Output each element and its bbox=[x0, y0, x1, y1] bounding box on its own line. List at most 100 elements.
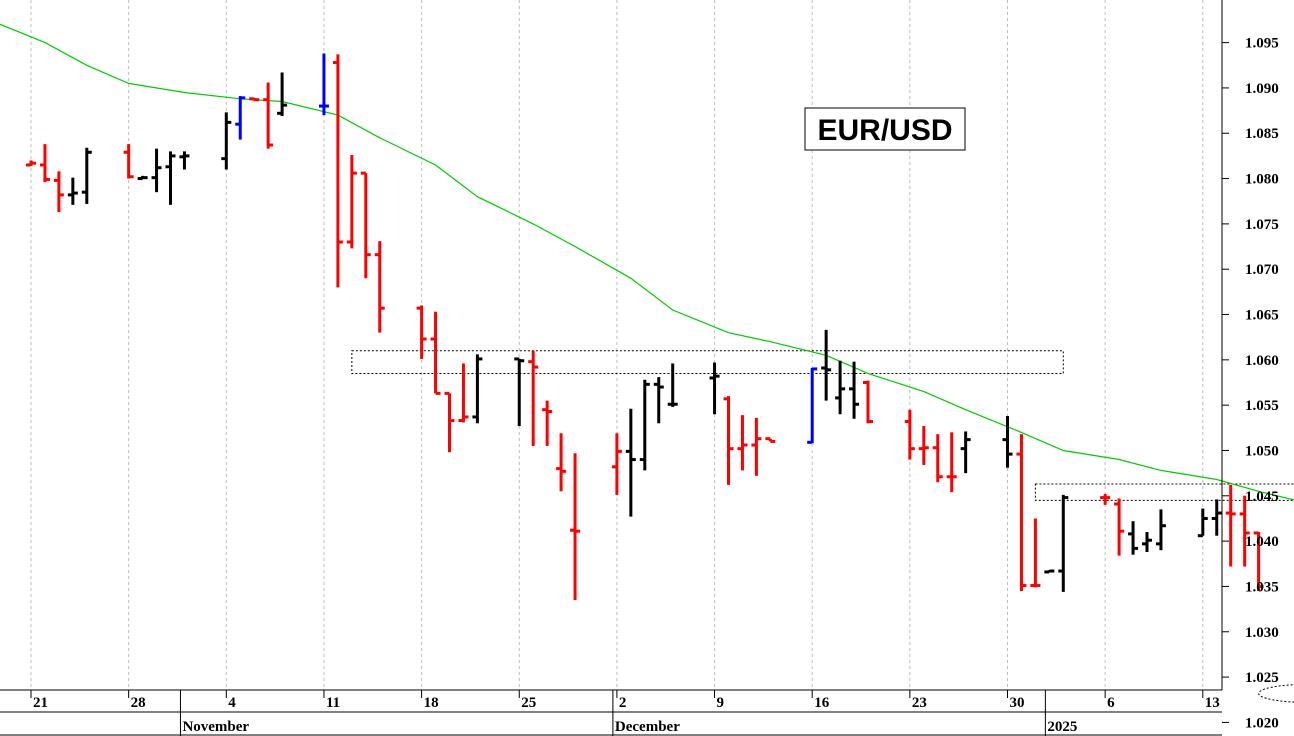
ohlc-bar bbox=[1114, 498, 1125, 556]
xtick-label: 13 bbox=[1205, 695, 1220, 711]
ohlc-bar bbox=[472, 354, 483, 424]
gridlines bbox=[30, 0, 1204, 690]
ohlc-bar bbox=[1128, 521, 1139, 555]
y-axis-ticks: 1.020 1.025 1.030 1.035 1.040 1.045 1.050 1.055… bbox=[1222, 36, 1279, 731]
xtick-label: 11 bbox=[326, 695, 340, 711]
xtick-label: 28 bbox=[131, 695, 146, 711]
axes bbox=[0, 0, 1223, 736]
ohlc-bars bbox=[26, 53, 1264, 601]
ohlc-bar bbox=[26, 160, 36, 167]
ohlc-bar bbox=[221, 112, 232, 170]
ohlc-bar bbox=[514, 357, 525, 427]
chart-title: EUR/USD bbox=[817, 114, 952, 147]
ohlc-bar bbox=[751, 417, 762, 476]
ytick-label: 1.070 bbox=[1245, 262, 1279, 278]
ohlc-bar bbox=[39, 144, 50, 183]
xtick-label: 2 bbox=[619, 695, 627, 711]
ohlc-bar bbox=[277, 72, 288, 117]
moving-average-line bbox=[0, 23, 1294, 501]
ohlc-bar bbox=[374, 241, 385, 333]
ohlc-bar bbox=[1016, 434, 1027, 591]
ohlc-bar bbox=[151, 148, 162, 193]
xtick-label: 9 bbox=[717, 695, 725, 711]
ohlc-bar bbox=[556, 433, 567, 492]
ytick-label: 1.095 bbox=[1245, 36, 1279, 52]
ohlc-bar bbox=[123, 144, 134, 179]
ohlc-bar bbox=[932, 434, 943, 483]
ytick-label: 1.080 bbox=[1245, 172, 1279, 188]
ytick-label: 1.050 bbox=[1245, 443, 1279, 459]
ohlc-bar bbox=[611, 433, 622, 495]
ytick-label: 1.020 bbox=[1245, 715, 1279, 731]
ohlc-bar bbox=[1058, 494, 1069, 592]
ohlc-bar bbox=[430, 311, 441, 395]
month-label: November bbox=[182, 719, 249, 735]
xtick-label: 21 bbox=[33, 695, 48, 711]
ohlc-bar bbox=[444, 391, 455, 453]
ytick-label: 1.040 bbox=[1245, 534, 1279, 550]
ytick-label: 1.025 bbox=[1245, 670, 1279, 686]
ohlc-bar bbox=[53, 171, 64, 213]
ohlc-bar bbox=[918, 426, 929, 465]
ohlc-bar bbox=[653, 377, 664, 424]
ohlc-bar bbox=[346, 154, 357, 249]
ohlc-bar bbox=[625, 408, 636, 517]
ohlc-bar bbox=[528, 350, 539, 446]
ohlc-bar bbox=[249, 97, 260, 102]
ohlc-bar bbox=[1225, 484, 1236, 567]
ytick-label: 1.045 bbox=[1245, 489, 1279, 505]
month-labels: November December 2025 bbox=[179, 690, 1077, 736]
ytick-label: 1.090 bbox=[1245, 81, 1279, 97]
ohlc-bar bbox=[263, 82, 274, 149]
ohlc-bar bbox=[737, 415, 748, 471]
ohlc-bar bbox=[1002, 416, 1013, 468]
ytick-label: 1.075 bbox=[1245, 217, 1279, 233]
ohlc-bar bbox=[1197, 508, 1208, 538]
xtick-label: 23 bbox=[912, 695, 927, 711]
ohlc-bar bbox=[946, 432, 957, 493]
ohlc-bar bbox=[863, 380, 873, 424]
ohlc-bar bbox=[332, 54, 343, 288]
ytick-label: 1.030 bbox=[1245, 625, 1279, 641]
low-marker bbox=[1258, 684, 1294, 703]
ohlc-bar bbox=[1155, 509, 1166, 551]
ohlc-bar bbox=[765, 437, 776, 443]
month-label: 2025 bbox=[1047, 719, 1077, 735]
xtick-label: 4 bbox=[228, 695, 236, 711]
ytick-label: 1.060 bbox=[1245, 353, 1279, 369]
month-label: December bbox=[615, 719, 680, 735]
ohlc-bar bbox=[542, 400, 553, 446]
ytick-label: 1.065 bbox=[1245, 308, 1279, 324]
ohlc-bar bbox=[137, 175, 148, 181]
ohlc-bar bbox=[1239, 495, 1250, 567]
ohlc-bar bbox=[360, 171, 371, 279]
ohlc-bar bbox=[821, 329, 832, 401]
ohlc-bar bbox=[235, 96, 246, 140]
xtick-label: 30 bbox=[1010, 695, 1025, 711]
x-axis-ticks: 21 28 4 11 18 25 2 9 16 23 30 6 13 bbox=[30, 690, 1220, 711]
ohlc-bar bbox=[723, 396, 734, 485]
xtick-label: 6 bbox=[1107, 695, 1115, 711]
ohlc-bar bbox=[67, 177, 78, 205]
ohlc-bar bbox=[1253, 531, 1264, 591]
ohlc-bar bbox=[416, 305, 427, 359]
ohlc-bar bbox=[807, 367, 818, 444]
resistance-zones bbox=[351, 350, 1294, 703]
ohlc-bar bbox=[1100, 493, 1111, 505]
xtick-label: 18 bbox=[424, 695, 439, 711]
ohlc-bar bbox=[709, 362, 720, 415]
ohlc-bar bbox=[849, 361, 860, 419]
ohlc-bar bbox=[1211, 499, 1222, 536]
xtick-label: 16 bbox=[814, 695, 830, 711]
ohlc-bar bbox=[570, 453, 581, 601]
ohlc-bar bbox=[81, 147, 92, 204]
chart-title-box: EUR/USD bbox=[804, 107, 966, 151]
ytick-label: 1.055 bbox=[1245, 398, 1279, 414]
ohlc-bar bbox=[458, 363, 469, 423]
ohlc-bar bbox=[835, 360, 846, 415]
ohlc-bar bbox=[639, 379, 650, 471]
ohlc-bar bbox=[667, 363, 678, 407]
ohlc-bar bbox=[1044, 569, 1055, 574]
ohlc-bar bbox=[904, 409, 915, 460]
